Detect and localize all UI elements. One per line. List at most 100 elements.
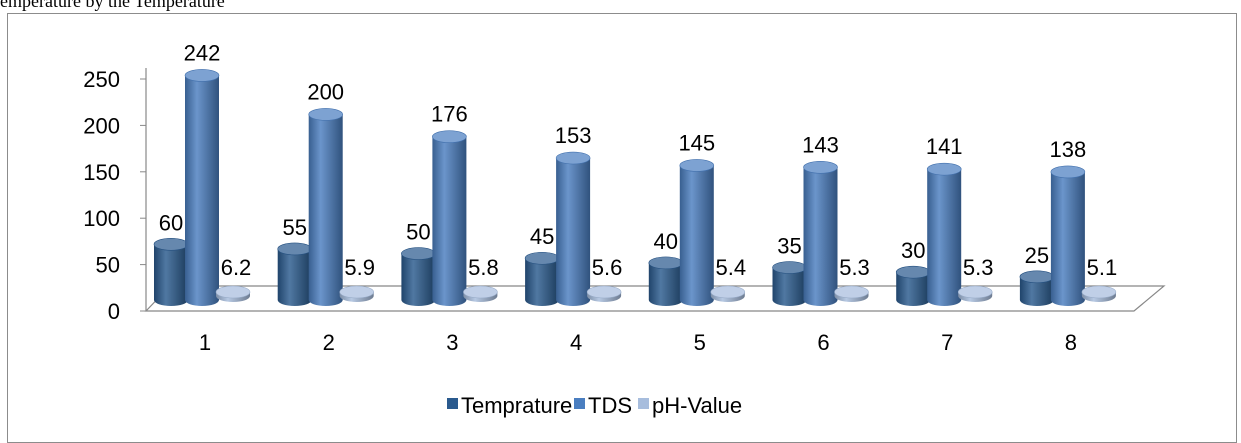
x-tick-label: 8	[1065, 330, 1077, 355]
x-axis: 1 2 3 4 5 6 7 8	[199, 330, 1077, 355]
data-label: 242	[184, 40, 221, 65]
bar-top	[834, 285, 869, 299]
data-label: 25	[1025, 243, 1049, 268]
legend-swatch	[574, 398, 585, 409]
data-label: 138	[1050, 137, 1087, 162]
bar-top	[772, 261, 807, 274]
bar-body	[401, 253, 436, 306]
x-tick-label: 1	[199, 330, 211, 355]
bar-ph-value-5	[710, 285, 746, 302]
data-label: 6.2	[221, 255, 252, 280]
data-label: 35	[777, 234, 801, 259]
legend-label: TDS	[588, 393, 632, 418]
data-label: 40	[654, 229, 678, 254]
x-tick-label: 4	[570, 330, 582, 355]
bar-series-group	[153, 69, 1117, 307]
x-tick-label: 6	[817, 330, 829, 355]
data-label: 30	[901, 238, 925, 263]
bar-body	[927, 169, 962, 306]
bar-temprature-2	[277, 242, 313, 306]
bar-ph-value-8	[1081, 285, 1117, 302]
bar-top	[586, 285, 622, 299]
bar-ph-value-3	[463, 285, 498, 302]
bar-ph-value-1	[215, 285, 251, 302]
bar-top	[184, 69, 220, 82]
legend-swatch	[638, 398, 649, 409]
bar-body	[185, 75, 219, 306]
x-tick-label: 7	[941, 330, 953, 355]
bar-top	[524, 251, 560, 265]
data-label: 5.8	[468, 255, 499, 280]
bar-temprature-6	[772, 261, 807, 306]
bar-top	[957, 285, 993, 299]
y-tick-label: 100	[83, 206, 120, 231]
bar-body	[648, 262, 683, 306]
bar-top	[1019, 270, 1055, 284]
bar-body	[772, 267, 807, 306]
bar-temprature-5	[648, 256, 684, 306]
legend-item-tds: TDS	[574, 393, 632, 418]
data-label: 50	[406, 220, 430, 245]
data-label: 5.6	[592, 255, 623, 280]
data-label: 5.4	[716, 255, 747, 280]
bar-top	[1050, 165, 1086, 179]
bar-ph-value-7	[957, 285, 993, 302]
x-tick-label: 5	[694, 330, 706, 355]
legend-swatch	[447, 398, 458, 409]
bar-body	[679, 165, 714, 306]
bar-tds-5	[679, 159, 715, 306]
y-tick-label: 200	[83, 113, 120, 138]
data-labels: 60 242 6.2 55 200 5.9 50 176 5.8 45 153 5.6 40 145 5.4…	[159, 40, 1117, 280]
x-tick-label: 3	[446, 330, 458, 355]
bar-top	[926, 162, 962, 176]
bar-body	[1050, 171, 1085, 306]
data-label: 55	[282, 215, 306, 240]
data-label: 176	[431, 102, 468, 127]
bar-body	[525, 258, 560, 306]
bar-top	[153, 238, 189, 251]
bar-body	[1019, 276, 1054, 306]
y-tick-label: 0	[108, 299, 120, 324]
bar-top	[895, 265, 931, 279]
bar-body	[277, 248, 312, 306]
bar-top	[648, 256, 684, 270]
data-label: 200	[307, 79, 344, 104]
bar-top	[401, 247, 436, 260]
preceding-text-fragment: emperature by the Temperature	[0, 0, 225, 11]
data-label: 141	[926, 134, 963, 159]
bar-body	[308, 114, 343, 307]
bar-body	[432, 136, 467, 306]
y-tick-label: 150	[83, 160, 120, 185]
data-label: 60	[159, 210, 183, 235]
bar-body	[803, 167, 838, 306]
bar-temprature-7	[895, 265, 931, 306]
y-tick-label: 250	[83, 67, 120, 92]
bar-top	[1081, 285, 1117, 299]
data-label: 5.9	[344, 255, 375, 280]
bar-body	[896, 272, 931, 306]
bar-top	[308, 108, 344, 121]
bar-body	[556, 158, 591, 306]
bar-top	[710, 285, 746, 299]
bar-tds-1	[184, 69, 220, 306]
bar-tds-4	[555, 151, 591, 306]
bar-tds-7	[926, 162, 962, 306]
bar-tds-6	[803, 160, 838, 306]
bar-top	[215, 285, 251, 299]
bar-temprature-3	[401, 247, 436, 306]
data-label: 45	[530, 224, 554, 249]
bar-temprature-1	[153, 238, 189, 306]
bar-top	[555, 151, 591, 165]
bar-top	[432, 130, 467, 143]
data-label: 145	[678, 130, 715, 155]
y-tick-label: 50	[96, 253, 120, 278]
bar-top	[679, 159, 715, 172]
bar-temprature-4	[524, 251, 560, 306]
data-label: 153	[555, 123, 592, 148]
legend: Temprature TDS pH-Value	[447, 393, 742, 418]
data-label: 5.1	[1087, 255, 1118, 280]
y-axis: 0 50 100 150 200 250	[83, 67, 147, 324]
bar-tds-8	[1050, 165, 1086, 306]
bar-temprature-8	[1019, 270, 1055, 306]
